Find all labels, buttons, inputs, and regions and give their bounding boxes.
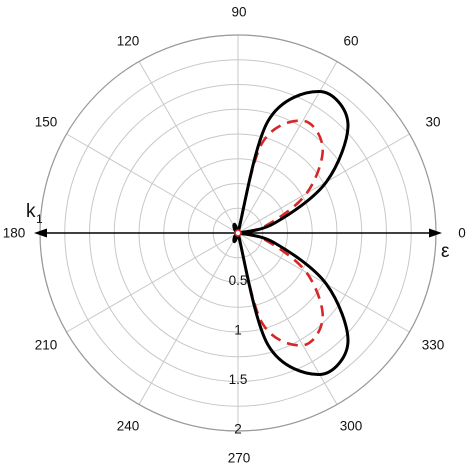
angle-tick-label-210: 210 — [35, 338, 58, 353]
angle-tick-label-30: 30 — [425, 115, 440, 130]
angle-tick-label-150: 150 — [35, 115, 58, 130]
angle-tick-label-120: 120 — [117, 34, 140, 49]
angle-tick-label-240: 240 — [117, 419, 140, 434]
radial-tick-label-1: 1 — [234, 323, 242, 338]
angle-tick-label-330: 330 — [422, 338, 445, 353]
angle-tick-label-60: 60 — [343, 34, 358, 49]
angle-tick-label-270: 270 — [228, 451, 251, 466]
axis-label-left-subscript: 1 — [36, 212, 43, 226]
series-solid-lower-lobe — [232, 222, 350, 376]
radial-tick-label-3: 2 — [234, 422, 242, 437]
label-layer: 0 30 60 90 120 150 180 210 240 270 300 330 0.5 1 1.5 2 k… — [3, 5, 466, 466]
axis-label-left: k — [26, 201, 36, 222]
axis-label-right: ε — [441, 241, 450, 262]
series-layer — [232, 90, 350, 376]
radial-tick-label-2: 1.5 — [229, 372, 248, 387]
angle-tick-label-90: 90 — [231, 5, 246, 20]
angle-tick-label-0: 0 — [458, 226, 466, 241]
radial-tick-label-0: 0.5 — [229, 273, 248, 288]
angle-tick-label-180: 180 — [3, 226, 26, 241]
series-dashed-upper-lobe — [233, 119, 325, 242]
origin-marker — [234, 229, 242, 237]
series-solid-upper-lobe — [232, 90, 350, 244]
axis-arrowhead-left — [34, 228, 47, 238]
axis-layer — [34, 228, 442, 238]
series-dashed-lower-lobe — [233, 224, 325, 347]
axis-arrowhead-right — [429, 228, 442, 238]
angle-tick-label-300: 300 — [340, 419, 363, 434]
